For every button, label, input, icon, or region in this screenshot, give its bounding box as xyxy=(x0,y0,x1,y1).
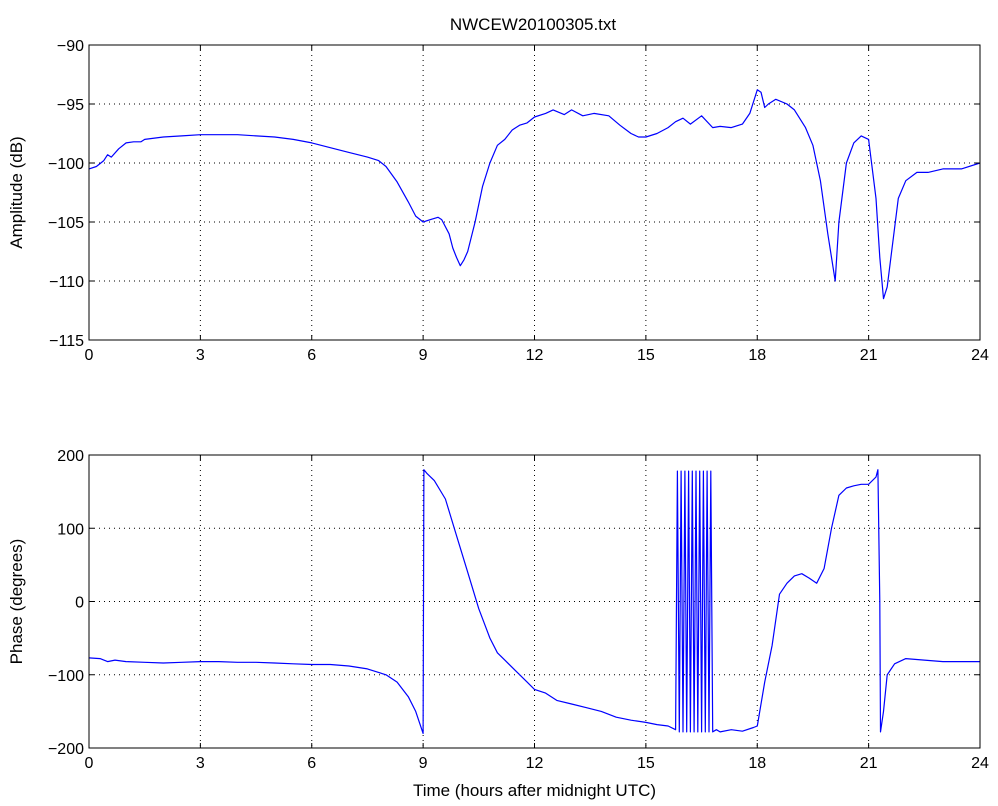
time-x-axis-label: Time (hours after midnight UTC) xyxy=(413,781,656,800)
amplitude-y-tick-label: −100 xyxy=(48,156,84,173)
amplitude-grid xyxy=(89,45,980,340)
phase-x-tick-label: 21 xyxy=(860,755,878,772)
phase-grid xyxy=(89,455,980,748)
amplitude-y-tick-label: −90 xyxy=(57,38,84,55)
amplitude-x-tick-label: 3 xyxy=(196,347,205,364)
amplitude-x-tick-label: 15 xyxy=(637,347,655,364)
amplitude-x-tick-label: 21 xyxy=(860,347,878,364)
amplitude-ticks: 0 3 6 9 12 15 18 21 24 −115 −110 −105 −100 −95 −90 xyxy=(48,38,989,364)
amplitude-x-tick-label: 18 xyxy=(748,347,766,364)
amplitude-panel: 0 3 6 9 12 15 18 21 24 −115 −110 −105 −100 −95 −90 Amp… xyxy=(7,38,989,364)
phase-series-line xyxy=(88,469,980,734)
phase-x-tick-label: 9 xyxy=(419,755,428,772)
amplitude-series-line xyxy=(88,89,981,300)
phase-y-tick-label: −100 xyxy=(48,668,84,685)
phase-ticks: 0 3 6 9 12 15 18 21 24 −200 −100 0 100 200 xyxy=(48,448,989,772)
chart-title: NWCEW20100305.txt xyxy=(450,15,617,34)
amplitude-y-tick-label: −115 xyxy=(49,333,84,350)
amplitude-x-tick-label: 9 xyxy=(419,347,428,364)
phase-y-tick-label: 0 xyxy=(75,595,84,612)
phase-y-tick-label: −200 xyxy=(48,741,84,758)
phase-y-tick-label: 100 xyxy=(57,521,84,538)
phase-y-tick-label: 200 xyxy=(57,448,84,465)
phase-x-tick-label: 15 xyxy=(637,755,655,772)
amplitude-x-tick-label: 6 xyxy=(307,347,316,364)
phase-x-tick-label: 3 xyxy=(196,755,205,772)
phase-x-tick-label: 6 xyxy=(307,755,316,772)
amplitude-x-tick-label: 0 xyxy=(85,347,94,364)
amplitude-y-axis-label: Amplitude (dB) xyxy=(7,136,26,248)
phase-x-tick-label: 12 xyxy=(526,755,544,772)
phase-y-axis-label: Phase (degrees) xyxy=(7,539,26,665)
amplitude-x-tick-label: 12 xyxy=(526,347,544,364)
amplitude-y-tick-label: −105 xyxy=(48,215,84,232)
amplitude-y-tick-label: −110 xyxy=(49,274,84,291)
amplitude-x-tick-label: 24 xyxy=(971,347,989,364)
amplitude-y-tick-label: −95 xyxy=(57,97,84,114)
phase-x-tick-label: 18 xyxy=(748,755,766,772)
phase-panel: 0 3 6 9 12 15 18 21 24 −200 −100 0 100 200 Phase (deg… xyxy=(7,448,989,800)
phase-x-tick-label: 0 xyxy=(85,755,94,772)
phase-x-tick-label: 24 xyxy=(971,755,989,772)
